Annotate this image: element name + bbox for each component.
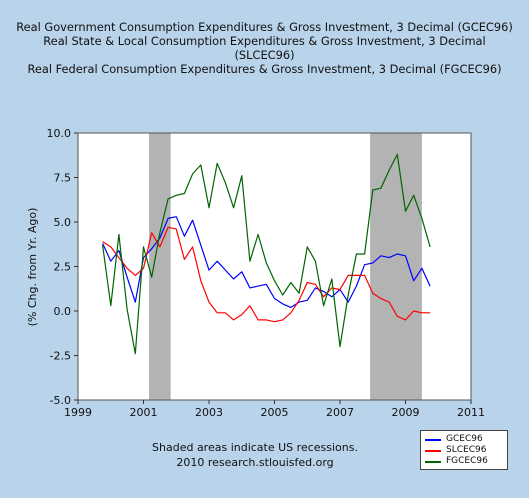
legend-item-slcec96: SLCEC96 — [425, 445, 503, 456]
series-lines — [102, 153, 431, 355]
recession-note: Shaded areas indicate US recessions. — [152, 441, 358, 454]
x-tick-label: 2009 — [392, 406, 420, 419]
x-tick-label: 2007 — [326, 406, 354, 419]
legend-swatch — [425, 438, 441, 441]
recession-band-2 — [370, 133, 422, 400]
y-axis-label: (% Chg. from Yr. Ago) — [26, 208, 39, 327]
legend-label: SLCEC96 — [446, 445, 487, 455]
legend-label: FGCEC96 — [446, 456, 488, 466]
x-tick-label: 2001 — [130, 406, 158, 419]
legend-swatch — [425, 460, 441, 463]
y-tick-label: -5.0 — [50, 394, 71, 407]
legend-item-gcec96: GCEC96 — [425, 434, 503, 445]
title-line-3: Real Federal Consumption Expenditures & … — [27, 62, 502, 76]
recession-shading — [149, 133, 422, 400]
legend-item-fgcec96: FGCEC96 — [425, 456, 503, 467]
source-credit: 2010 research.stlouisfed.org — [176, 456, 334, 469]
axes: -5.0 -2.5 0.0 2.5 5.0 7.5 10.0 1999 2001 2003 2005… — [47, 127, 486, 419]
legend-swatch — [425, 449, 441, 452]
x-tick-label: 2011 — [457, 406, 485, 419]
x-tick-label: 1999 — [64, 406, 92, 419]
x-tick-label: 2003 — [195, 406, 223, 419]
footer: Shaded areas indicate US recessions. 201… — [120, 440, 390, 470]
series-line-slcec96 — [102, 226, 431, 323]
chart-title: Real Government Consumption Expenditures… — [14, 20, 515, 76]
y-tick-label: 7.5 — [54, 172, 72, 185]
y-tick-label: 5.0 — [54, 216, 72, 229]
y-tick-label: 0.0 — [54, 305, 72, 318]
x-tick-label: 2005 — [261, 406, 289, 419]
title-line-1: Real Government Consumption Expenditures… — [16, 20, 513, 34]
legend-label: GCEC96 — [446, 434, 483, 444]
y-tick-label: 2.5 — [54, 261, 72, 274]
recession-band-1 — [149, 133, 171, 400]
title-line-2: Real State & Local Consumption Expenditu… — [43, 34, 486, 62]
legend: GCEC96 SLCEC96 FGCEC96 — [420, 430, 508, 470]
y-tick-label: -2.5 — [50, 350, 71, 363]
series-line-fgcec96 — [102, 153, 431, 355]
y-tick-label: 10.0 — [47, 127, 72, 140]
